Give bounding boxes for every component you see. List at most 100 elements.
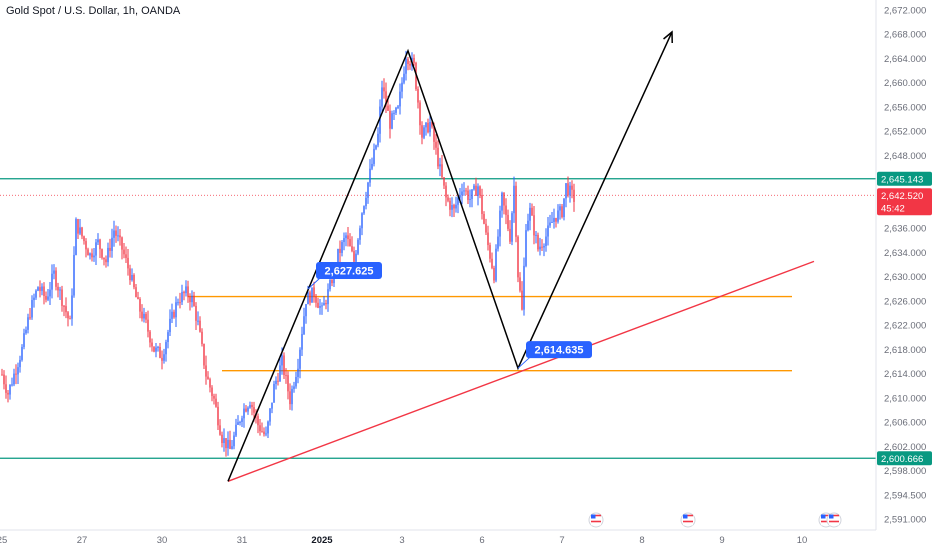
price-tick-label: 2,656.000 (884, 102, 926, 113)
price-tick-label: 2,630.000 (884, 272, 926, 283)
candle-body (23, 333, 25, 347)
candle-body (313, 287, 315, 297)
price-tick-label: 2,614.000 (884, 369, 926, 380)
candle-body (157, 346, 159, 348)
candle-body (127, 257, 129, 269)
event-icons (588, 512, 842, 528)
candle-body (51, 273, 53, 290)
candle-body (543, 246, 545, 248)
time-tick-label: 10 (797, 535, 808, 546)
price-tick-label: 2,626.000 (884, 296, 926, 307)
candle-body (19, 359, 21, 368)
candle-body (509, 228, 511, 242)
candle-body (559, 206, 561, 211)
candle-body (261, 431, 263, 433)
candle-body (47, 296, 49, 300)
candle-body (533, 215, 535, 236)
candle-body (273, 383, 275, 403)
candle-body (347, 235, 349, 240)
candle-body (41, 286, 43, 291)
candle-body (39, 287, 41, 291)
candle-body (1, 374, 3, 376)
callout-leader (517, 356, 531, 369)
candle-body (409, 64, 411, 66)
candle-body (413, 57, 415, 63)
price-tick-label: 2,622.000 (884, 321, 926, 332)
candle-body (31, 300, 33, 318)
candle-body (159, 346, 161, 358)
candle-body (465, 190, 467, 192)
candle-body (387, 105, 389, 111)
candle-body (311, 287, 313, 303)
candle-body (145, 313, 147, 320)
candle-body (57, 286, 59, 291)
candle-body (227, 439, 229, 449)
candle-body (229, 439, 231, 449)
candle-body (485, 223, 487, 233)
candle-body (375, 145, 377, 149)
candle-body (117, 235, 119, 237)
candle-body (325, 303, 327, 305)
candle-body (361, 213, 363, 229)
price-tick-label: 2,618.000 (884, 345, 926, 356)
horizontal-levels (0, 178, 876, 459)
candle-body (211, 387, 213, 396)
candle-body (475, 185, 477, 196)
candle-body (289, 391, 291, 405)
candle-body (429, 122, 431, 133)
candle-body (25, 329, 27, 334)
candle-body (235, 424, 237, 436)
time-tick-label: 8 (639, 535, 644, 546)
candle-body (259, 425, 261, 432)
candle-body (315, 296, 317, 303)
candle-body (481, 194, 483, 214)
event-flag-canton (683, 514, 688, 519)
candle-body (247, 407, 249, 412)
candle-body (403, 73, 405, 83)
candle-body (187, 286, 189, 298)
price-tick-label: 2,606.000 (884, 418, 926, 429)
candle-body (111, 237, 113, 251)
candle-body (263, 431, 265, 435)
candle-body (549, 222, 551, 226)
candle-body (365, 197, 367, 207)
candle-body (483, 213, 485, 224)
candle-body (391, 113, 393, 129)
candle-body (473, 185, 475, 190)
candle-body (317, 302, 319, 308)
candle-body (535, 234, 537, 236)
candle-body (373, 148, 375, 164)
candle-body (63, 305, 65, 307)
candle-body (119, 235, 121, 238)
candle-body (303, 316, 305, 335)
candle-body (553, 217, 555, 222)
candle-body (71, 295, 73, 319)
candle-body (401, 82, 403, 92)
chart-title: Gold Spot / U.S. Dollar, 1h, OANDA (6, 5, 181, 17)
time-tick-label: 6 (479, 535, 484, 546)
price-tick-label: 2,664.000 (884, 54, 926, 65)
candle-body (521, 290, 523, 310)
candle-body (397, 106, 399, 108)
candle-body (501, 192, 503, 211)
current-price-label: 2,642.520 (881, 191, 923, 202)
candle-body (383, 87, 385, 92)
candle-body (339, 248, 341, 253)
candle-body (13, 373, 15, 385)
candle-body (407, 59, 409, 65)
candle-body (95, 242, 97, 256)
candle-body (563, 198, 565, 218)
candle-body (345, 235, 347, 239)
candle-body (125, 254, 127, 258)
candle-body (425, 122, 427, 128)
candle-body (245, 408, 247, 412)
price-tick-label: 2,652.000 (884, 127, 926, 138)
candle-body (3, 374, 5, 385)
candle-body (493, 267, 495, 281)
time-tick-label: 3 (399, 535, 404, 546)
candle-body (497, 236, 499, 249)
candle-body (109, 247, 111, 251)
candle-body (359, 228, 361, 240)
candle-body (469, 198, 471, 200)
